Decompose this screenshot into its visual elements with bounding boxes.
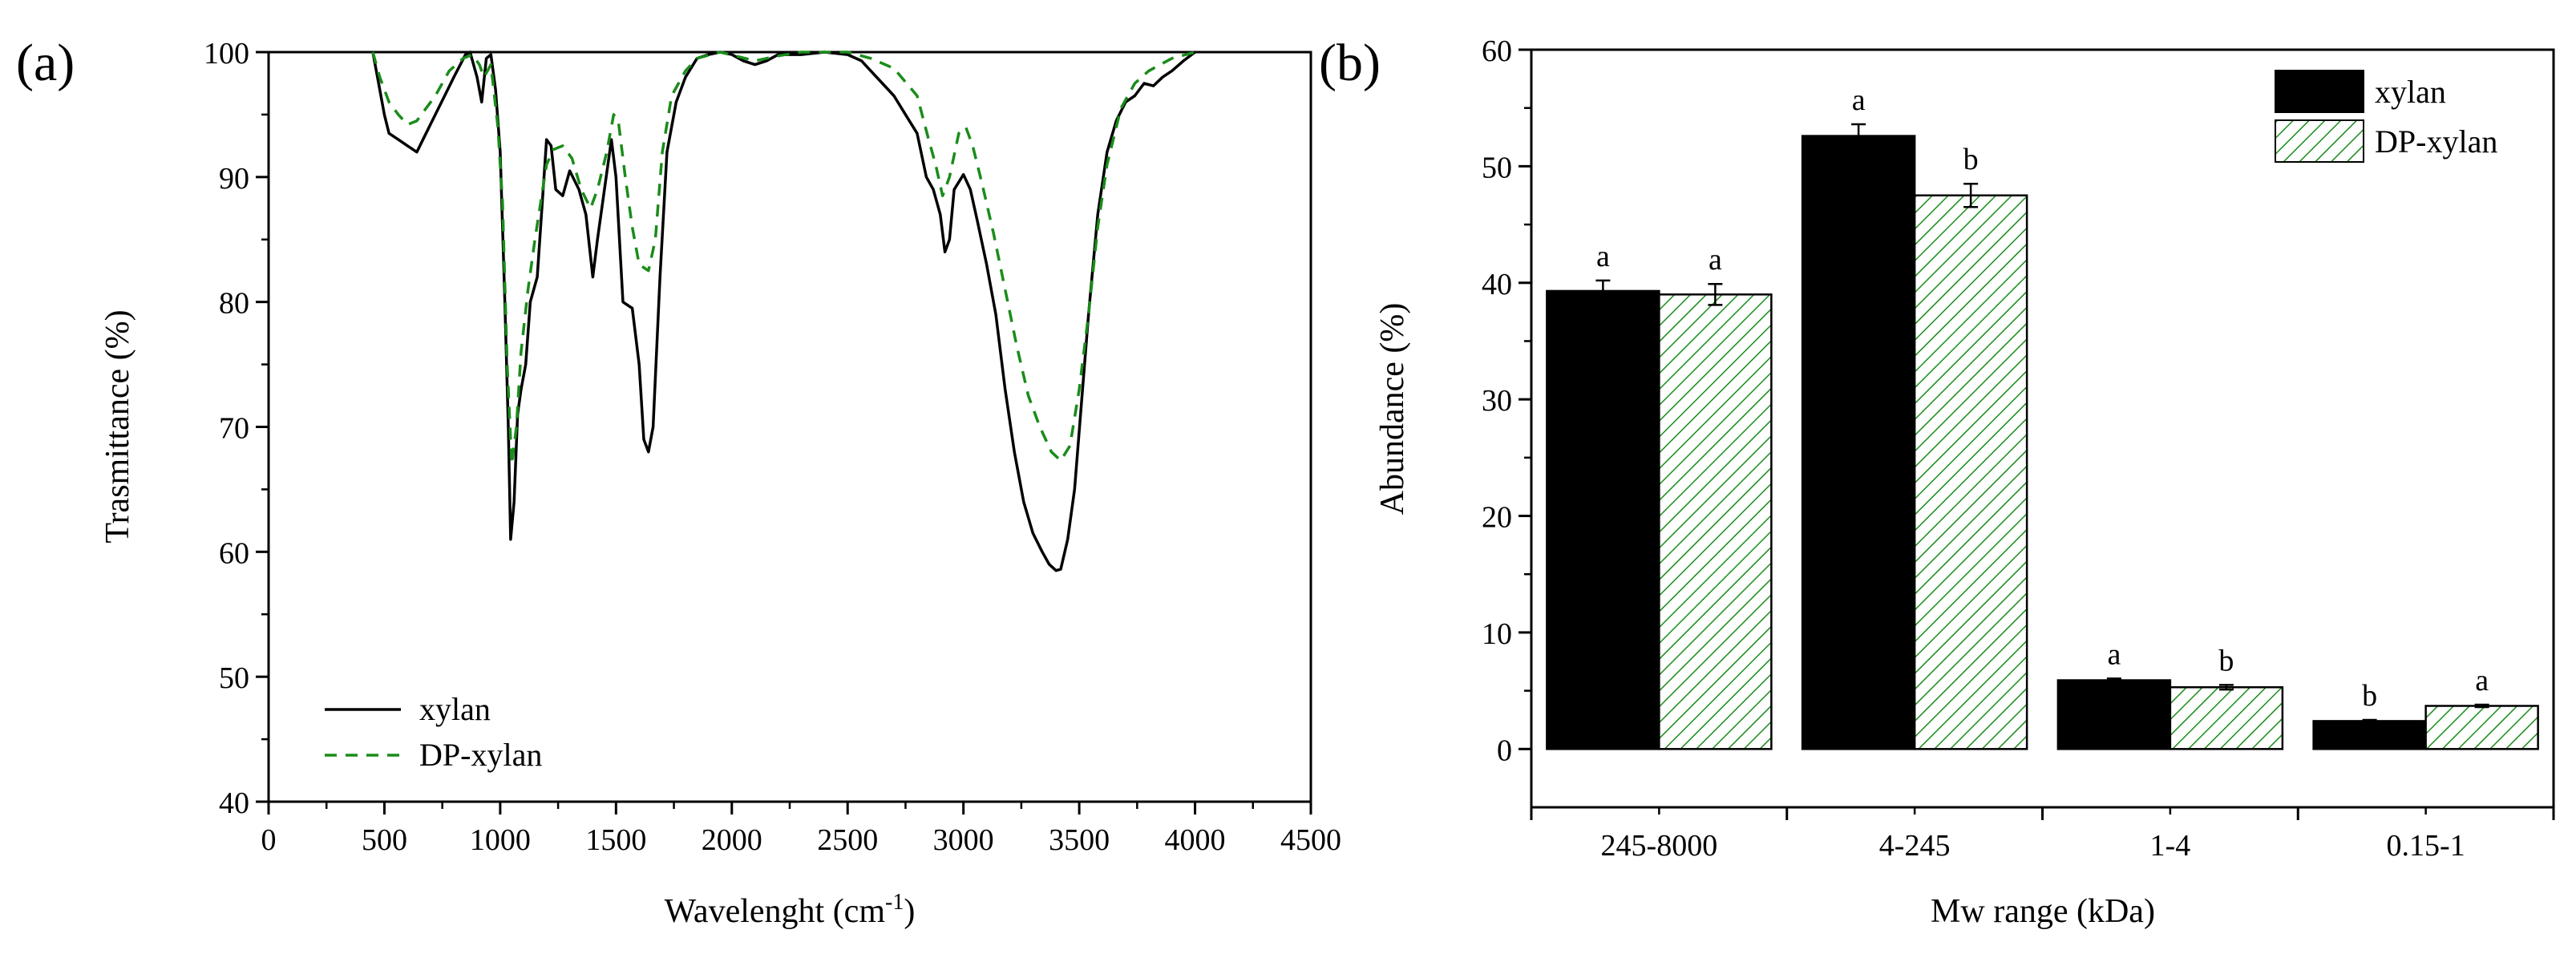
panel-b-bars: a a a b a b b a xyxy=(1546,83,2539,750)
panel-a-legend-dp-xylan-label: DP-xylan xyxy=(419,737,542,773)
panel-a-y-tick-label: 90 xyxy=(219,162,249,196)
panel-b-significance-letter-xylan: b xyxy=(2362,679,2377,713)
panel-a-x-axis-label-close: ) xyxy=(904,893,915,930)
panel-a-x-tick-label: 3500 xyxy=(1049,823,1110,857)
panel-b-y-tick-label: 0 xyxy=(1497,734,1512,767)
panel-b-axes: 0 10 20 30 40 50 60 245-8000 4-245 1-4 0.15-1 xyxy=(1482,34,2555,863)
panel-b-significance-letter-xylan: a xyxy=(2107,637,2121,671)
panel-b-x-tick-label: 0.15-1 xyxy=(2387,829,2465,863)
panel-a-x-axis-label: Wavelenght (cm-1) xyxy=(665,890,916,930)
panel-a-series-xylan-line xyxy=(371,51,1196,572)
panel-a-x-axis-label-sup: -1 xyxy=(885,890,904,915)
panel-b-y-axis-label: Abundance (%) xyxy=(1374,303,1411,515)
panel-b-legend-dp-xylan-swatch xyxy=(2275,119,2364,163)
panel-a-x-tick-label: 2500 xyxy=(817,823,878,857)
panel-a-y-tick-label: 50 xyxy=(219,661,249,695)
panel-b-bar-dp-xylan xyxy=(2424,705,2539,750)
panel-a-x-tick-label: 1000 xyxy=(470,823,531,857)
panel-b-x-tick-label: 1-4 xyxy=(2150,829,2191,863)
panel-b-significance-letter-dp-xylan: a xyxy=(2475,664,2489,697)
panel-a-x-tick-label: 2000 xyxy=(702,823,762,857)
panel-b-y-tick-label: 50 xyxy=(1482,151,1512,184)
panel-a-y-tick-label: 70 xyxy=(219,412,249,446)
panel-b-significance-letter-dp-xylan: a xyxy=(1709,243,1722,277)
panel-b-y-tick-label: 10 xyxy=(1482,617,1512,651)
panel-b-bar-dp-xylan xyxy=(2169,686,2284,750)
panel-b-legend-xylan-label: xylan xyxy=(2375,74,2446,110)
panel-b-bar-xylan xyxy=(2312,720,2427,750)
panel-b-significance-letter-xylan: a xyxy=(1852,83,1866,117)
panel-b-x-tick-label: 4-245 xyxy=(1879,829,1951,863)
panel-b-y-tick-label: 30 xyxy=(1482,384,1512,418)
panel-a-y-tick-label: 40 xyxy=(219,786,249,820)
panel-a-x-tick-label: 4500 xyxy=(1280,823,1341,857)
panel-a-legend-xylan-label: xylan xyxy=(419,691,491,727)
panel-a-plot-frame xyxy=(267,51,1312,803)
panel-b-legend: xylan DP-xylan xyxy=(2275,70,2497,163)
panel-b-y-tick-label: 40 xyxy=(1482,268,1512,301)
panel-a-x-tick-label: 4000 xyxy=(1165,823,1226,857)
panel-b-legend-xylan-swatch xyxy=(2275,70,2364,113)
panel-b-significance-letter-dp-xylan: b xyxy=(1963,143,1979,176)
panel-a-line-chart: (a) 0 500 1000 1500 2000 2500 3000 3500 4000 4500… xyxy=(16,34,1341,930)
panel-a-axes: 0 500 1000 1500 2000 2500 3000 3500 4000 4500 40 50… xyxy=(204,37,1341,857)
panel-a-x-tick-label: 500 xyxy=(362,823,407,857)
panel-b-label: (b) xyxy=(1319,34,1381,92)
panel-b-significance-letter-xylan: a xyxy=(1596,240,1610,273)
panel-a-y-tick-label: 100 xyxy=(204,37,249,71)
panel-a-x-tick-label: 0 xyxy=(261,823,277,857)
panel-b-legend-dp-xylan-label: DP-xylan xyxy=(2375,123,2497,160)
panel-a-x-axis-label-main: Wavelenght (cm xyxy=(665,893,886,930)
panel-b-y-tick-label: 20 xyxy=(1482,501,1512,535)
panel-b-bar-xylan xyxy=(2056,679,2172,750)
panel-a-y-tick-label: 80 xyxy=(219,287,249,321)
panel-b-x-axis-label: Mw range (kDa) xyxy=(1931,893,2155,930)
panel-a-series xyxy=(371,51,1196,572)
panel-a-x-tick-label: 1500 xyxy=(585,823,646,857)
panel-a-legend: xylan DP-xylan xyxy=(325,691,542,773)
panel-b-x-tick-label: 245-8000 xyxy=(1601,829,1718,863)
panel-a-series-dp-xylan-line xyxy=(371,51,1196,467)
panel-b-bar-xylan xyxy=(1801,135,1916,750)
panel-b-bar-dp-xylan xyxy=(1658,293,1773,750)
panel-a-y-axis-label: Trasmittance (%) xyxy=(99,309,136,543)
panel-b-y-tick-label: 60 xyxy=(1482,34,1512,68)
panel-b-bar-xylan xyxy=(1546,289,1660,750)
panel-a-x-tick-label: 3000 xyxy=(933,823,994,857)
panel-b-significance-letter-dp-xylan: b xyxy=(2218,644,2234,677)
panel-a-y-tick-label: 60 xyxy=(219,536,249,570)
panel-b-bar-dp-xylan xyxy=(1913,194,2028,750)
panel-a-label: (a) xyxy=(16,34,75,92)
